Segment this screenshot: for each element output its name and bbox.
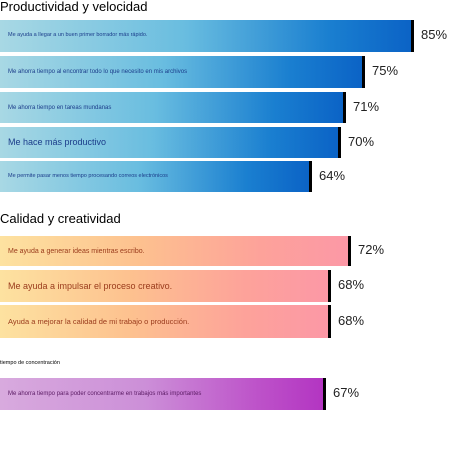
value-label-concentrarme: 67% (333, 385, 360, 400)
value-label-primer-borrador: 85% (421, 27, 448, 42)
bar-label: Me ayuda a impulsar el proceso creativo. (8, 280, 173, 291)
bar-correos-electronicos: Me permite pasar menos tiempo procesando… (0, 161, 312, 192)
bar-label: Ayuda a mejorar la calidad de mi trabajo… (8, 316, 190, 326)
bar-primer-borrador: Me ayuda a llegar a un buen primer borra… (0, 20, 414, 52)
bar-concentrarme: Me ahorra tiempo para poder concentrarme… (0, 378, 326, 410)
bar-label: Me ayuda a generar ideas mientras escrib… (8, 247, 145, 255)
bar-mas-productivo: Me hace más productivo (0, 127, 341, 158)
value-label-generar-ideas: 72% (358, 242, 385, 257)
value-label-encontrar-archivos: 75% (372, 63, 399, 78)
bar-encontrar-archivos: Me ahorra tiempo al encontrar todo lo qu… (0, 56, 365, 88)
section-title-productividad: Productividad y velocidad (0, 0, 148, 14)
value-label-correos-electronicos: 64% (319, 167, 346, 183)
value-label-calidad-trabajo: 68% (338, 312, 365, 328)
bar-label: Me hace más productivo (8, 137, 107, 147)
bar-label: Me ahorra tiempo en tareas mundanas (8, 104, 112, 111)
bar-calidad-trabajo: Ayuda a mejorar la calidad de mi trabajo… (0, 305, 331, 338)
value-label-mas-productivo: 70% (348, 133, 375, 149)
section-title-calidad: Calidad y creatividad (0, 211, 121, 226)
bar-tareas-mundanas: Me ahorra tiempo en tareas mundanas (0, 92, 346, 123)
value-label-proceso-creativo: 68% (338, 277, 365, 292)
bar-proceso-creativo: Me ayuda a impulsar el proceso creativo. (0, 270, 331, 302)
section-title-concentracion: tiempo de concentración (0, 360, 60, 366)
bar-label: Me permite pasar menos tiempo procesando… (8, 172, 168, 179)
bar-label: Me ahorra tiempo para poder concentrarme… (8, 391, 202, 397)
bar-label: Me ahorra tiempo al encontrar todo lo qu… (8, 69, 188, 75)
bar-generar-ideas: Me ayuda a generar ideas mientras escrib… (0, 236, 351, 266)
bar-label: Me ayuda a llegar a un buen primer borra… (8, 32, 148, 39)
value-label-tareas-mundanas: 71% (353, 98, 380, 114)
